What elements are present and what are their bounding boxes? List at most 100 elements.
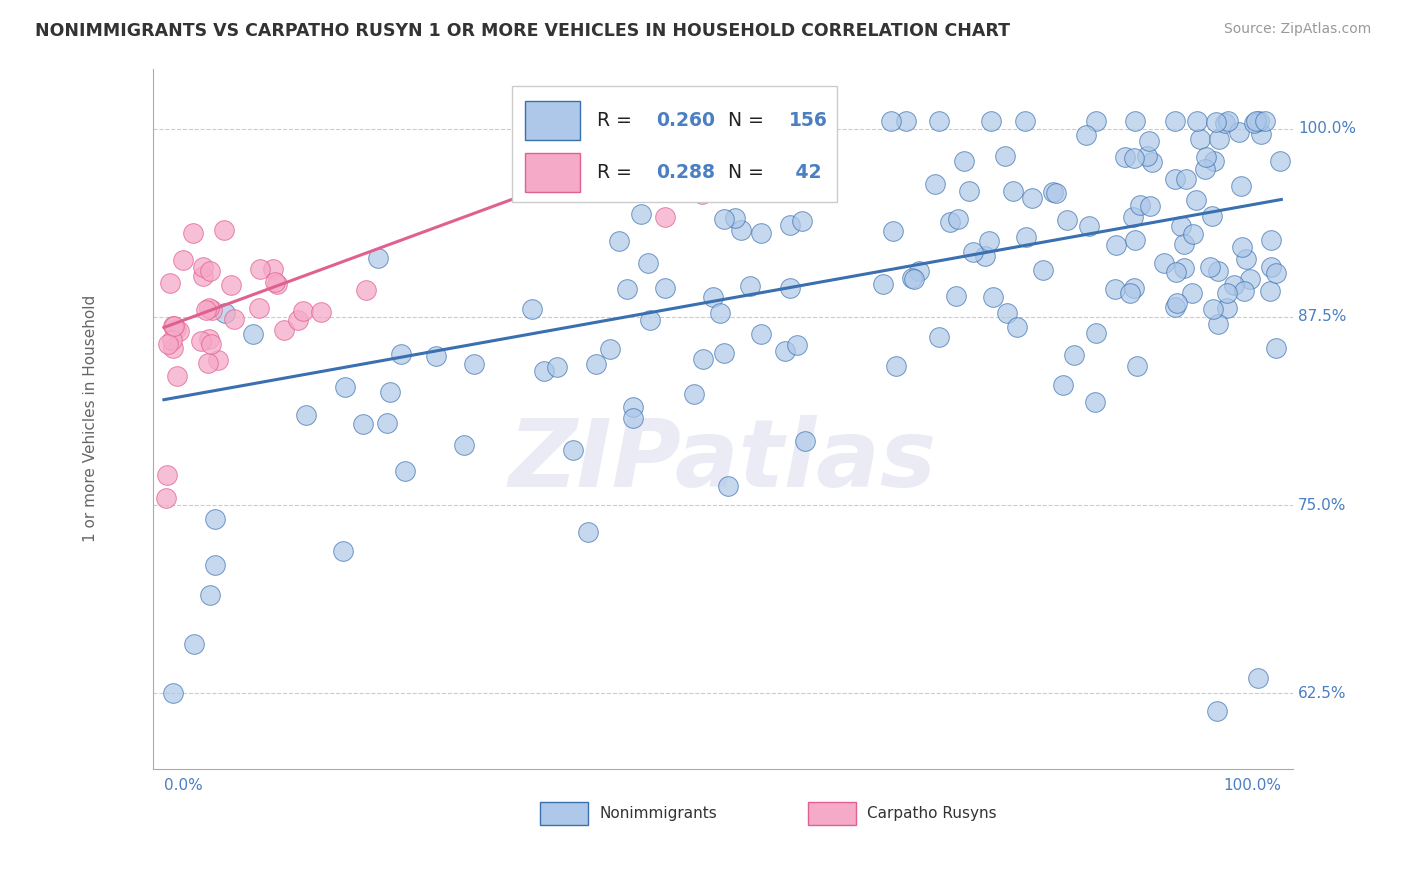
- Point: [692, 351, 714, 366]
- Text: 42: 42: [789, 163, 821, 182]
- Point: [165, 322, 187, 336]
- Text: 100.0%: 100.0%: [1223, 778, 1281, 793]
- Point: [1253, 114, 1275, 128]
- Text: N =: N =: [728, 112, 770, 130]
- Point: [1123, 114, 1146, 128]
- Point: [425, 349, 447, 363]
- Point: [1032, 263, 1054, 277]
- Text: Nonimmigrants: Nonimmigrants: [599, 805, 717, 821]
- FancyBboxPatch shape: [808, 802, 856, 824]
- Point: [201, 302, 224, 317]
- Point: [242, 326, 264, 341]
- Point: [1201, 210, 1223, 224]
- FancyBboxPatch shape: [526, 102, 581, 140]
- Point: [1206, 264, 1229, 278]
- Point: [621, 410, 644, 425]
- Point: [779, 281, 801, 295]
- Point: [183, 637, 205, 651]
- Point: [1227, 125, 1250, 139]
- Point: [198, 301, 221, 315]
- Point: [1216, 286, 1239, 301]
- Point: [1265, 342, 1288, 356]
- Point: [1122, 210, 1144, 224]
- Point: [1181, 227, 1204, 241]
- Point: [1052, 378, 1074, 392]
- Point: [157, 337, 180, 351]
- Point: [995, 306, 1018, 320]
- Point: [790, 213, 813, 227]
- Point: [166, 369, 188, 384]
- Point: [1194, 162, 1216, 177]
- Text: NONIMMIGRANTS VS CARPATHO RUSYN 1 OR MORE VEHICLES IN HOUSEHOLD CORRELATION CHAR: NONIMMIGRANTS VS CARPATHO RUSYN 1 OR MOR…: [35, 22, 1010, 40]
- Text: R =: R =: [598, 112, 638, 130]
- Text: 0.0%: 0.0%: [165, 778, 202, 793]
- Point: [1265, 265, 1288, 279]
- Text: ZIPatlas: ZIPatlas: [509, 415, 936, 507]
- Point: [520, 301, 543, 316]
- Point: [599, 342, 621, 356]
- Point: [994, 148, 1017, 162]
- Point: [974, 249, 997, 263]
- Text: Source: ZipAtlas.com: Source: ZipAtlas.com: [1223, 22, 1371, 37]
- Point: [367, 251, 389, 265]
- Point: [1164, 171, 1187, 186]
- Point: [1084, 394, 1107, 409]
- FancyBboxPatch shape: [526, 153, 581, 192]
- Point: [453, 438, 475, 452]
- Point: [640, 313, 662, 327]
- Point: [1056, 213, 1078, 227]
- Point: [654, 210, 676, 224]
- Point: [193, 260, 215, 274]
- Point: [155, 467, 177, 482]
- Point: [928, 330, 950, 344]
- Point: [249, 262, 271, 277]
- Point: [1205, 704, 1227, 718]
- Point: [946, 211, 969, 226]
- Point: [939, 214, 962, 228]
- Point: [609, 167, 631, 181]
- Point: [1232, 284, 1254, 298]
- Point: [1247, 114, 1270, 128]
- Point: [903, 271, 925, 285]
- Point: [380, 384, 402, 399]
- Point: [1137, 135, 1160, 149]
- Point: [928, 114, 950, 128]
- Point: [377, 416, 399, 430]
- Point: [200, 337, 222, 351]
- Point: [191, 268, 214, 283]
- Point: [786, 338, 808, 352]
- Point: [224, 311, 246, 326]
- Point: [311, 305, 333, 319]
- Point: [1234, 252, 1257, 266]
- Point: [162, 686, 184, 700]
- Point: [389, 347, 412, 361]
- Point: [953, 154, 976, 169]
- Point: [195, 302, 218, 317]
- Point: [198, 264, 221, 278]
- Point: [724, 211, 747, 226]
- Point: [197, 356, 219, 370]
- Point: [896, 114, 918, 128]
- Point: [1014, 114, 1036, 128]
- Point: [1063, 348, 1085, 362]
- Point: [1166, 295, 1188, 310]
- Point: [1173, 237, 1195, 252]
- Point: [713, 212, 735, 227]
- Point: [779, 219, 801, 233]
- Point: [183, 227, 205, 241]
- Point: [1250, 128, 1272, 142]
- Point: [190, 334, 212, 349]
- Point: [172, 252, 194, 267]
- Point: [1189, 132, 1212, 146]
- Point: [1175, 172, 1198, 186]
- Point: [333, 380, 356, 394]
- Point: [1084, 326, 1107, 340]
- Point: [717, 478, 740, 492]
- Point: [749, 227, 772, 241]
- Point: [160, 333, 183, 347]
- Point: [1201, 301, 1223, 316]
- Point: [1164, 265, 1187, 279]
- Point: [637, 255, 659, 269]
- Point: [1045, 186, 1067, 200]
- Point: [702, 290, 724, 304]
